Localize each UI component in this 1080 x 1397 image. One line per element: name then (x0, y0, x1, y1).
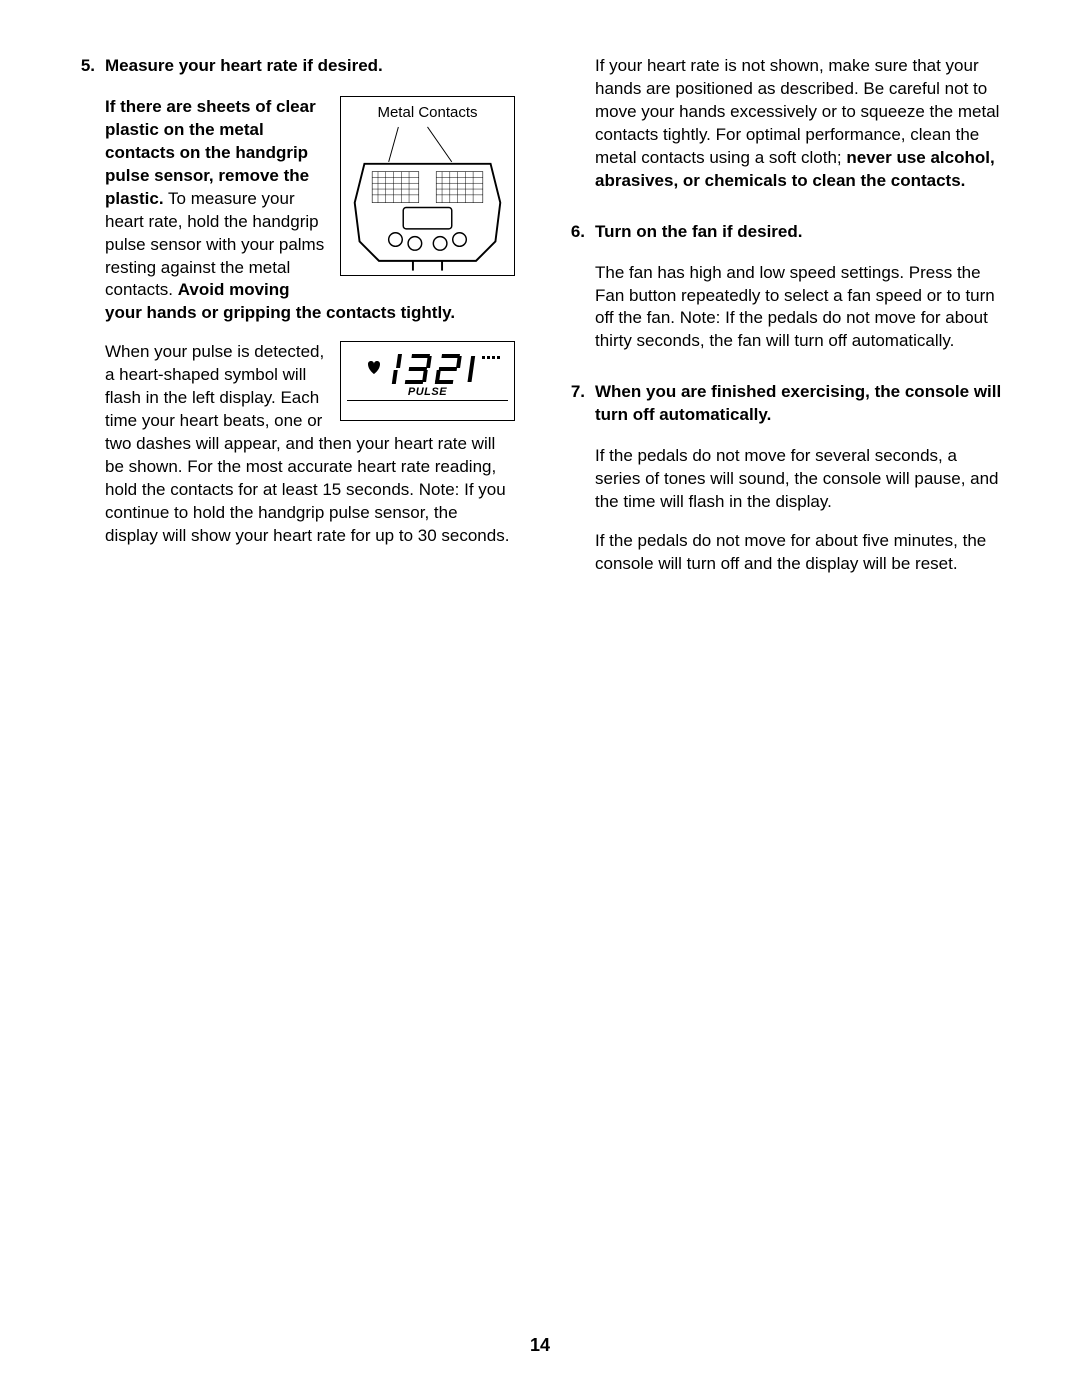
step-body: Measure your heart rate if desired. Meta… (105, 55, 515, 548)
step-body: Turn on the fan if desired. The fan has … (595, 221, 1005, 370)
step-body: If your heart rate is not shown, make su… (595, 55, 1005, 209)
step-7-p1: If the pedals do not move for several se… (595, 445, 1005, 514)
step-6: 6. Turn on the fan if desired. The fan h… (565, 221, 1005, 370)
step-5: 5. Measure your heart rate if desired. M… (75, 55, 515, 548)
figure-pulse-display: PULSE (340, 341, 515, 421)
right-intro-para: If your heart rate is not shown, make su… (595, 55, 1005, 193)
right-column: If your heart rate is not shown, make su… (565, 55, 1005, 604)
step-body: When you are finished exercising, the co… (595, 381, 1005, 592)
step-5-para-1: Metal Contacts (105, 96, 515, 325)
step-5-continued: If your heart rate is not shown, make su… (565, 55, 1005, 209)
step-number: 5. (75, 55, 95, 548)
page-columns: 5. Measure your heart rate if desired. M… (75, 55, 1005, 604)
pulse-label: PULSE (341, 385, 514, 400)
step-6-title: Turn on the fan if desired. (595, 221, 1005, 244)
step-7-p2: If the pedals do not move for about five… (595, 530, 1005, 576)
step-6-p1: The fan has high and low speed settings.… (595, 262, 1005, 354)
step-5-para-2: PULSE When your pulse is detected, a hea… (105, 341, 515, 547)
step-number: 7. (565, 381, 585, 592)
seven-segment-icon (348, 350, 508, 390)
step-number: 6. (565, 221, 585, 370)
step-5-title: Measure your heart rate if desired. (105, 55, 515, 78)
left-column: 5. Measure your heart rate if desired. M… (75, 55, 515, 604)
figure-divider (347, 400, 508, 414)
figure-label: Metal Contacts (341, 103, 514, 123)
page-number: 14 (0, 1333, 1080, 1357)
step-7-title: When you are finished exercising, the co… (595, 381, 1005, 427)
step-7: 7. When you are finished exercising, the… (565, 381, 1005, 592)
step-number-blank (565, 55, 585, 209)
figure-metal-contacts: Metal Contacts (340, 96, 515, 276)
console-drawing-icon (345, 125, 510, 271)
